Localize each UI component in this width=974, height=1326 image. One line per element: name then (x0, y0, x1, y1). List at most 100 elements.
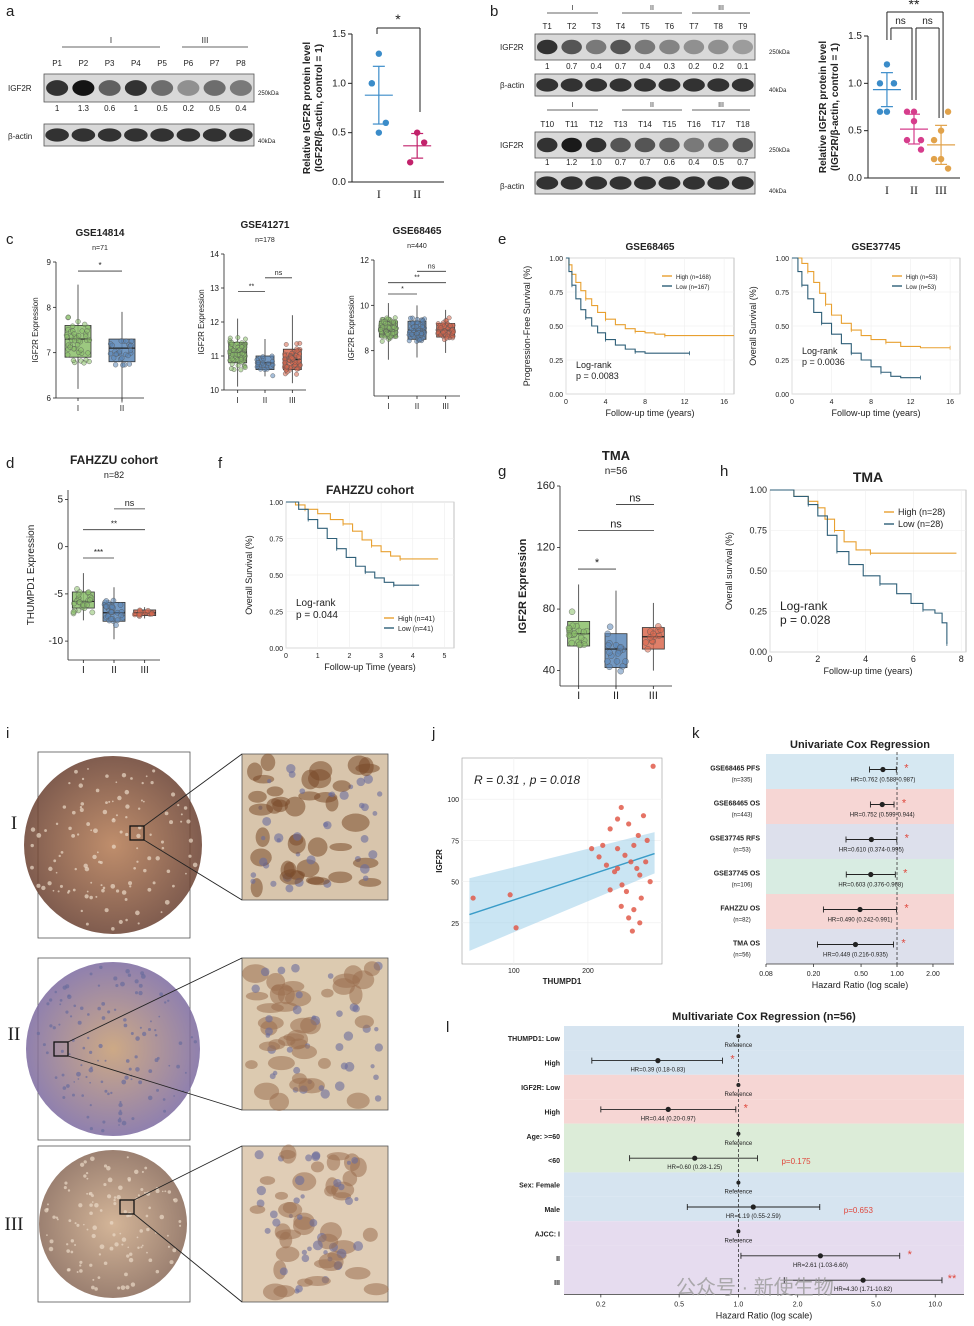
data-point (600, 842, 606, 848)
cell-stain (291, 1044, 318, 1060)
tissue-texture (55, 822, 59, 826)
x-tick-label: 16 (946, 399, 954, 406)
reference-point (736, 1180, 741, 1185)
tissue-texture (89, 1263, 93, 1267)
blot-band (536, 39, 558, 55)
data-point (917, 146, 925, 153)
km-curve-high (792, 257, 951, 349)
tissue-texture (129, 1252, 133, 1256)
row-label: III (554, 1280, 560, 1287)
tissue-texture (152, 769, 156, 773)
nucleus (360, 835, 369, 843)
hr-point (857, 906, 863, 913)
band-value: 0.7 (615, 62, 627, 71)
data-point (618, 804, 624, 811)
significance: *** (94, 548, 103, 557)
blot-band (203, 80, 226, 96)
data-point (76, 333, 82, 339)
nucleus (363, 774, 373, 784)
igf2r-blot-2 (534, 131, 756, 159)
blot-band (585, 137, 607, 153)
x-tick-label: 1.0 (734, 1301, 744, 1308)
tissue-texture (107, 1177, 113, 1183)
cell-stain (248, 803, 274, 816)
tissue-texture (166, 1234, 169, 1237)
significance: * (901, 938, 906, 950)
tissue-texture (89, 1211, 93, 1216)
chart-title: GSE68465 (393, 226, 442, 237)
target-label: IGF2R (500, 43, 524, 52)
forest-l: Multivariate Cox Regression (n=56) THUMPD… (508, 1011, 964, 1320)
cell-stain (349, 984, 363, 1005)
tissue-texture (77, 1078, 80, 1080)
tissue-texture (79, 1162, 85, 1167)
y-tick-label: 80 (543, 603, 555, 615)
lane-label: T3 (591, 22, 601, 31)
data-point (903, 136, 911, 144)
tissue-texture (164, 811, 169, 816)
tissue-texture (61, 1073, 65, 1077)
nucleus (373, 1074, 379, 1081)
tissue-texture (178, 1220, 182, 1223)
y-axis-label: Overall survival (%) (724, 532, 734, 610)
legend-entry: High (n=168) (676, 275, 711, 281)
row-n: (n=56) (733, 953, 751, 959)
band-value: 0.7 (615, 158, 627, 167)
data-point (637, 872, 643, 878)
ihc-tissue-core (39, 1150, 187, 1298)
nucleus (343, 1031, 354, 1041)
data-point (386, 325, 392, 331)
y-tick-label: 10 (360, 301, 369, 310)
tissue-texture (115, 889, 120, 893)
y-axis-label: IGF2R Expression (31, 297, 40, 362)
cell-stain (248, 790, 267, 803)
cell-stain (358, 877, 382, 887)
tissue-texture (180, 820, 183, 823)
cell-stain (275, 1246, 300, 1262)
cell-stain (298, 791, 321, 801)
tissue-texture (86, 1036, 90, 1040)
y-tick-label: 0.75 (549, 290, 563, 297)
ihc-tissue-core (26, 962, 200, 1136)
x-axis-label: Follow-up Time (years) (324, 662, 416, 672)
data-point (239, 351, 245, 357)
data-point (470, 895, 476, 901)
tissue-texture (155, 1189, 160, 1194)
data-point (243, 336, 248, 342)
tissue-texture (159, 992, 164, 997)
nucleus (305, 1154, 313, 1162)
tissue-texture (85, 922, 89, 926)
cell-stain (345, 1267, 371, 1280)
data-point (228, 366, 234, 372)
group-label: I (572, 102, 574, 109)
data-point (270, 359, 275, 364)
tissue-texture (118, 1111, 123, 1116)
tissue-texture (119, 1109, 122, 1112)
hr-point (692, 1155, 698, 1161)
blot-band (585, 39, 607, 55)
data-point (568, 608, 576, 615)
actin-band (202, 128, 227, 142)
cell-stain (247, 762, 263, 781)
x-tick-label: III (442, 402, 449, 411)
row-label: GSE68465 PFS (710, 766, 760, 773)
tissue-texture (155, 856, 160, 861)
data-point (903, 108, 911, 115)
row-n: (n=106) (732, 883, 753, 889)
tissue-texture (59, 1003, 62, 1006)
hr-point (750, 1204, 756, 1210)
igf2r-blot (43, 73, 255, 103)
data-point (79, 328, 85, 334)
confidence-band (469, 832, 655, 951)
data-point (136, 611, 142, 618)
tissue-texture (100, 884, 103, 887)
tissue-texture (160, 840, 165, 844)
data-point (148, 610, 155, 617)
tissue-texture (111, 927, 115, 931)
cell-stain (279, 1149, 296, 1159)
nucleus (344, 1197, 353, 1206)
data-point (631, 842, 637, 848)
tissue-texture (90, 1156, 95, 1162)
data-point (607, 826, 613, 832)
tissue-texture (85, 1171, 89, 1175)
